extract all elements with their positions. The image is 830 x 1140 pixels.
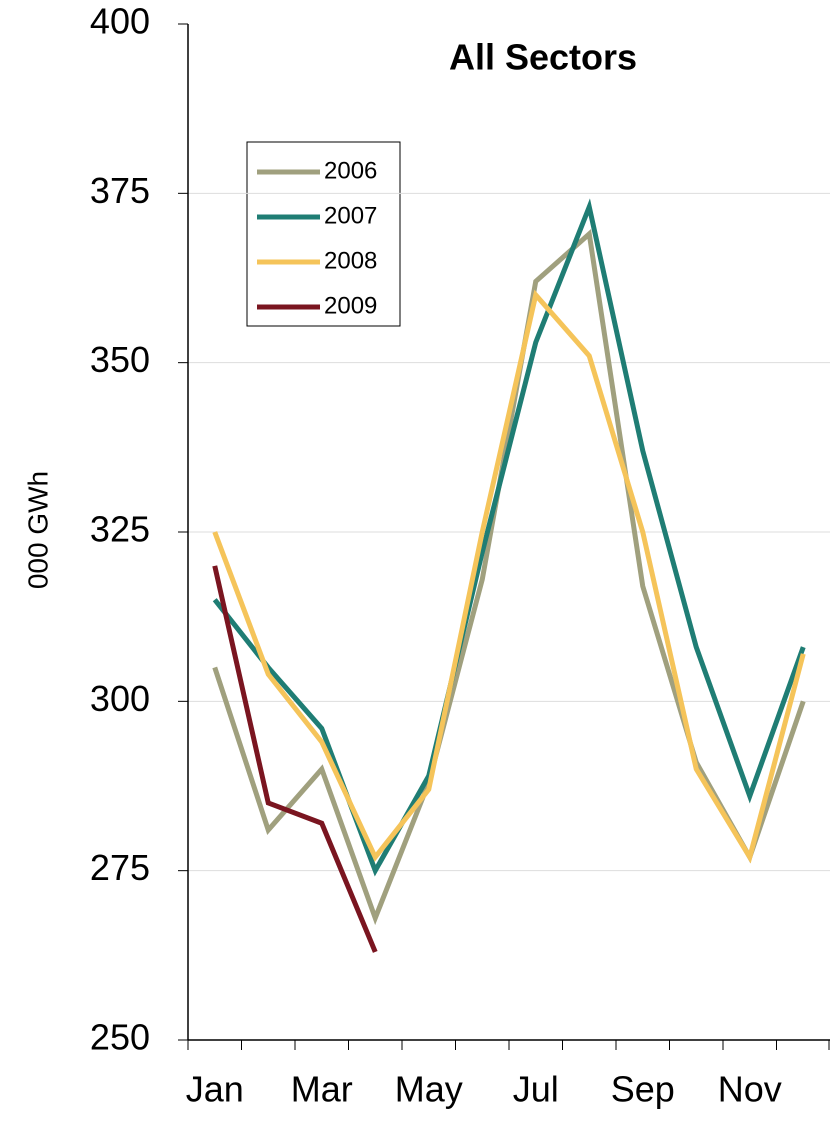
x-tick-label: Jul bbox=[513, 1069, 559, 1110]
chart-title: All Sectors bbox=[449, 37, 637, 78]
y-tick-label: 350 bbox=[90, 339, 150, 380]
y-tick-label: 375 bbox=[90, 170, 150, 211]
y-tick-label: 275 bbox=[90, 847, 150, 888]
x-tick-label: Mar bbox=[291, 1069, 353, 1110]
legend-label: 2008 bbox=[324, 247, 377, 274]
x-tick-label: Sep bbox=[611, 1069, 675, 1110]
series-line bbox=[212, 289, 806, 864]
y-tick-label: 400 bbox=[90, 1, 150, 42]
series-line bbox=[212, 198, 806, 877]
legend-label: 2007 bbox=[324, 202, 377, 229]
series-line bbox=[212, 229, 806, 926]
x-tick-label: Jan bbox=[186, 1069, 244, 1110]
x-tick-label: Nov bbox=[718, 1069, 782, 1110]
legend-label: 2009 bbox=[324, 292, 377, 319]
series-line bbox=[212, 565, 378, 953]
legend-label: 2006 bbox=[324, 157, 377, 184]
x-tick-label: May bbox=[395, 1069, 463, 1110]
y-tick-label: 300 bbox=[90, 678, 150, 719]
y-tick-label: 325 bbox=[90, 509, 150, 550]
y-axis-label: 000 GWh bbox=[22, 471, 53, 589]
y-tick-label: 250 bbox=[90, 1017, 150, 1058]
